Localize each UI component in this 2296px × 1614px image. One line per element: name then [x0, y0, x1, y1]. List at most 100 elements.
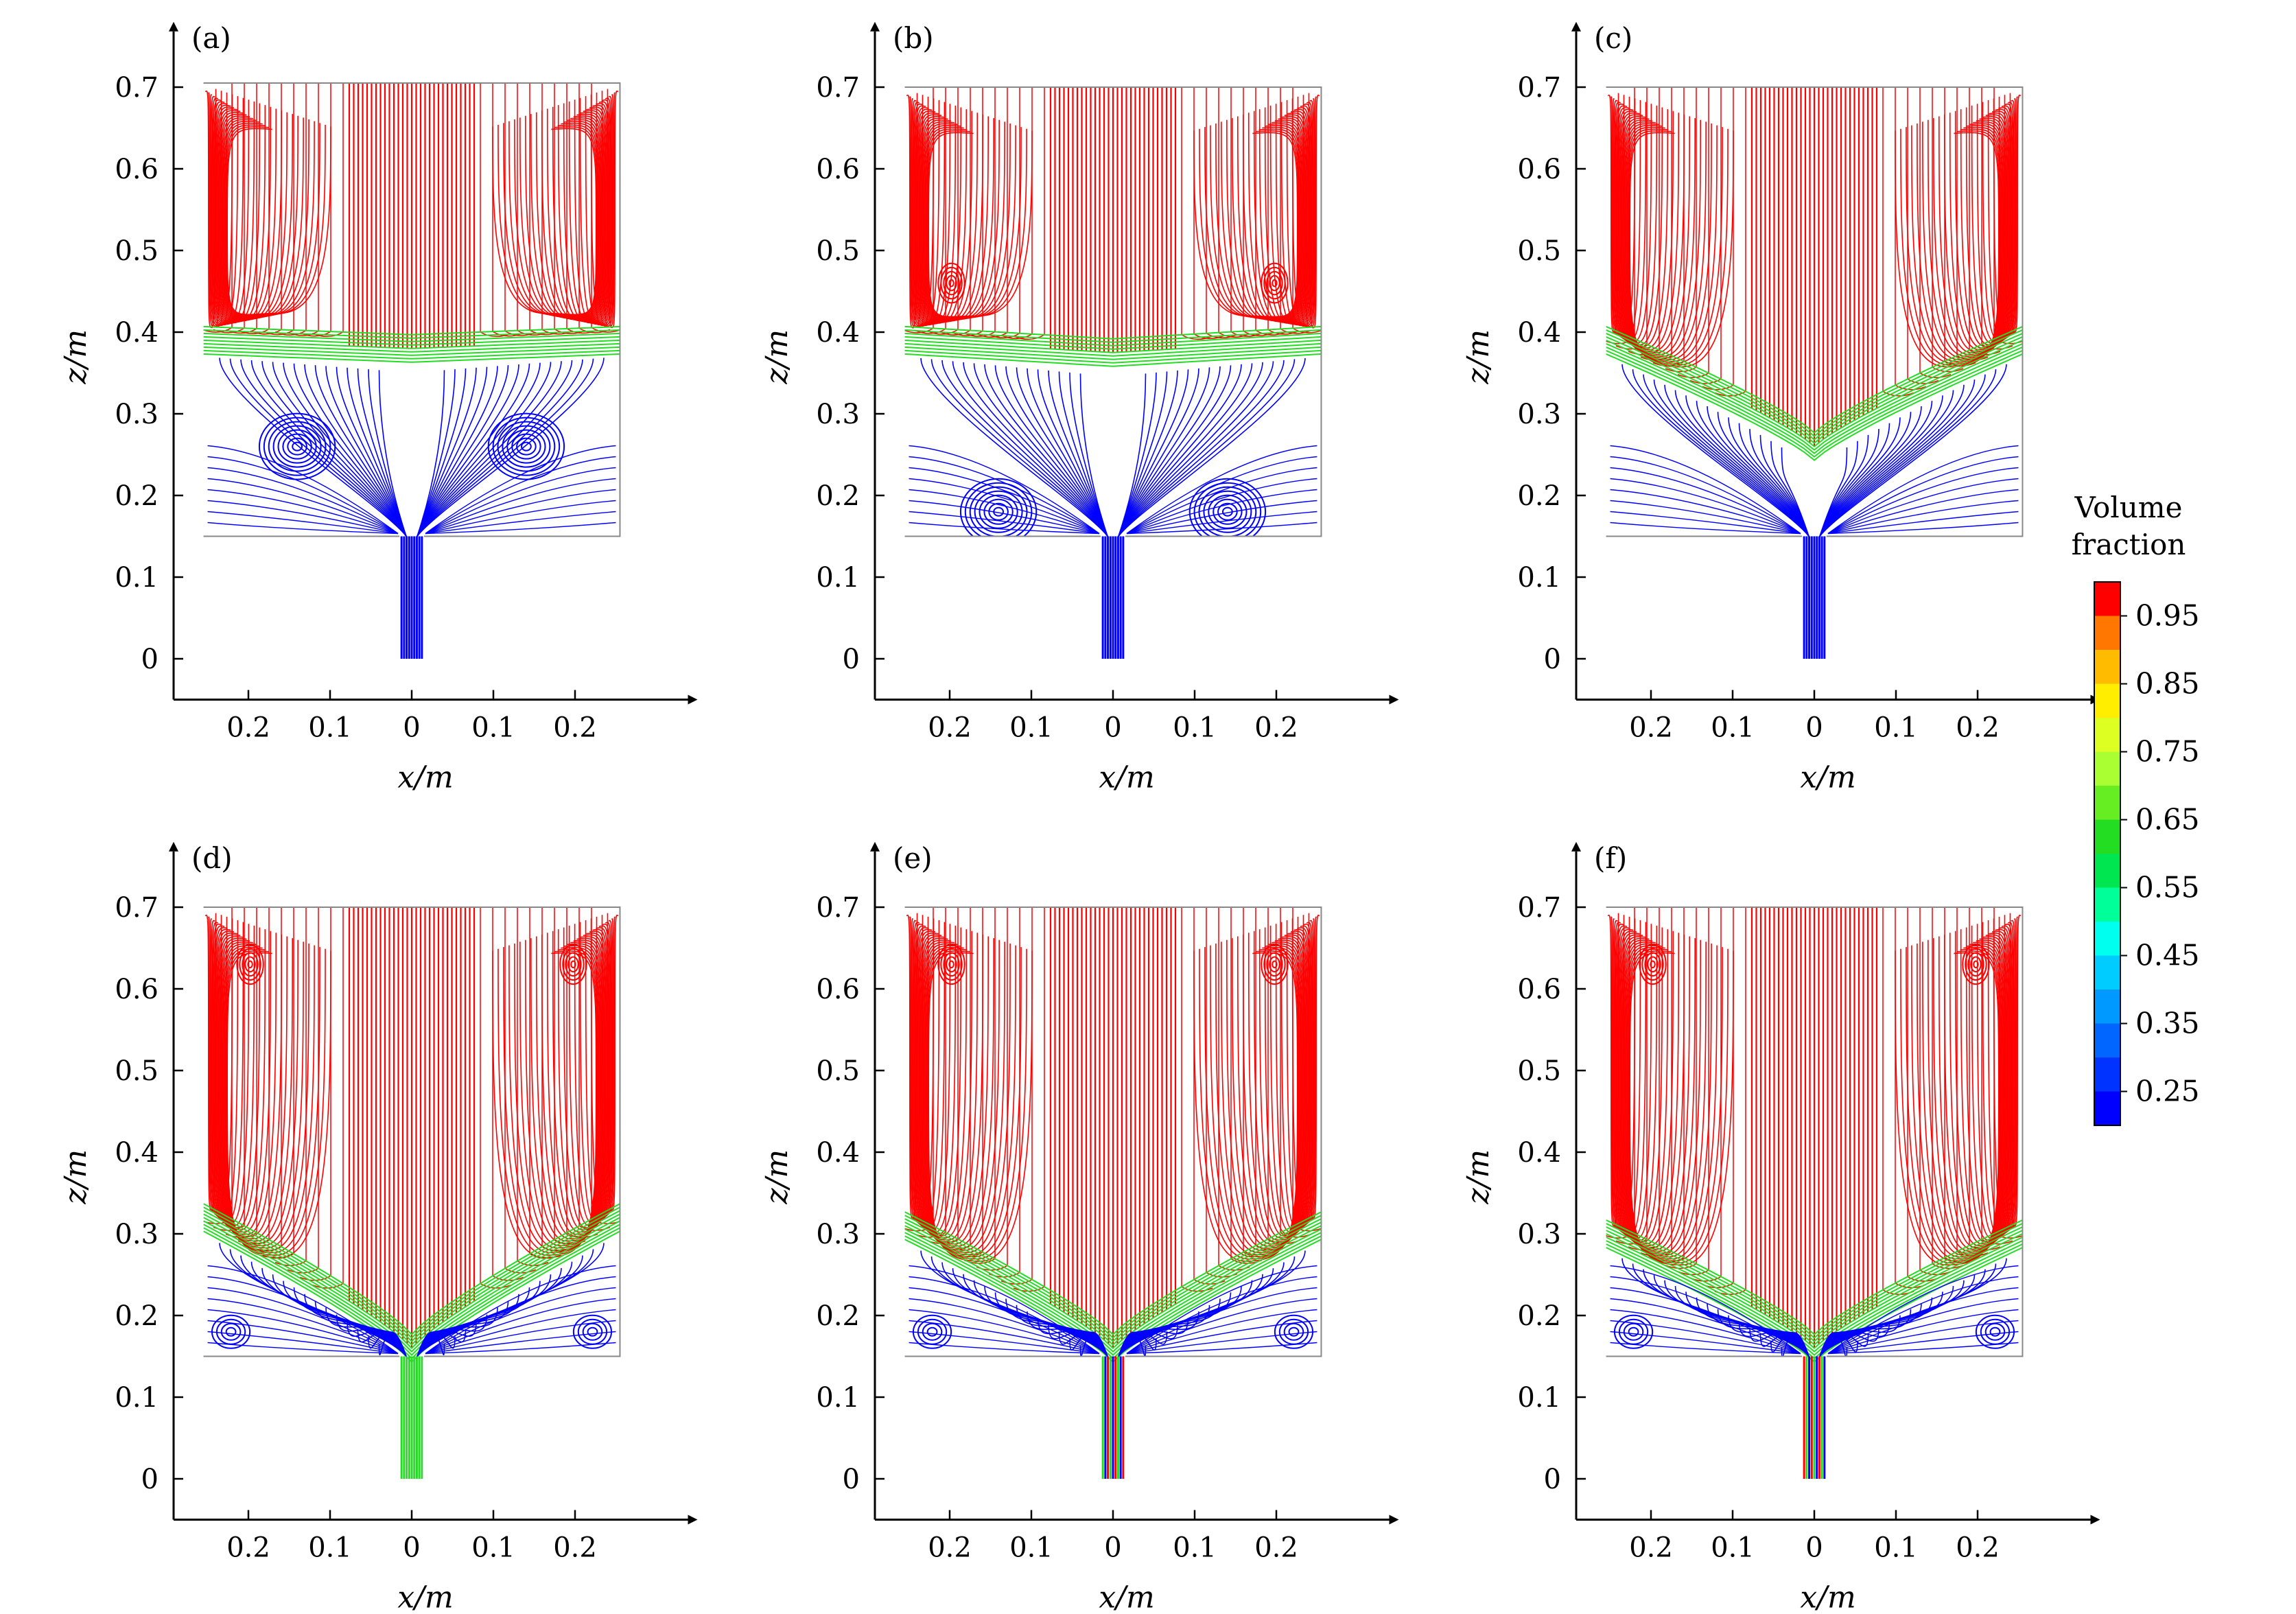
streamline-blue	[1696, 401, 1809, 537]
vortex-red	[1641, 948, 1664, 981]
streamline-interface	[904, 1218, 1322, 1342]
streamline-blue	[304, 364, 407, 537]
vortex-blue	[1283, 1322, 1304, 1341]
vortex-blue	[258, 412, 336, 480]
streamline-blue	[1819, 406, 1922, 537]
colorbar-tick-label: 0.35	[2135, 1007, 2200, 1040]
streamline-interface	[203, 325, 620, 336]
streamline-red-loop	[1193, 130, 1298, 318]
y-tick-label: 0	[843, 644, 860, 675]
vessel-outline	[1606, 86, 2024, 537]
streamline-red-loop	[1204, 127, 1300, 318]
vortex-red	[943, 952, 960, 977]
streamline-interface	[904, 346, 1322, 360]
y-tick-label: 0.2	[816, 480, 860, 512]
y-tick-label: 0.4	[115, 1137, 159, 1169]
streamline-red-loop	[925, 125, 1016, 319]
streamline-red-loop	[2009, 93, 2022, 334]
vessel-outline	[904, 86, 1322, 537]
colorbar-segment	[2094, 955, 2120, 990]
vessel-outline	[1606, 907, 2024, 1357]
streamline-red-loop	[535, 112, 604, 320]
x-tick-label: 0.2	[553, 1532, 597, 1564]
colorbar-title-line1: Volume	[2074, 491, 2183, 524]
chart-panel-5: 0 0.1 0.2 0.3 0.4 0.5 0.6 0.7 0.2 0.1 0 0.1 0.2 x/m z/…	[760, 841, 1399, 1614]
streamline-blue-floor	[1610, 1320, 1801, 1355]
streamline-blue-floor	[1610, 522, 1801, 535]
streamline-blue	[417, 1331, 445, 1357]
streamline-red-inner	[480, 83, 512, 338]
streamline-interface	[203, 346, 620, 356]
streamline-interface	[203, 1213, 620, 1346]
y-tick-label: 0.3	[115, 1219, 159, 1250]
vortex-red	[1970, 956, 1982, 973]
vortex-red	[946, 274, 957, 292]
vortex-blue	[922, 1322, 943, 1341]
streamline-blue	[357, 1329, 407, 1357]
streamline-blue	[1819, 434, 1869, 537]
streamline-red-loop	[492, 126, 597, 316]
streamline-red-inner	[1702, 907, 1734, 1289]
y-axis-label: z/m	[760, 329, 795, 385]
colorbar-segment	[2094, 922, 2120, 956]
vortex-red	[1647, 956, 1659, 973]
colorbar-segment	[2094, 887, 2120, 922]
streamline-blue	[963, 362, 1108, 537]
streamline-blue-floor	[1126, 500, 1317, 535]
x-tick-label: 0.2	[1956, 712, 2000, 744]
streamline-red-loop	[926, 127, 1022, 318]
streamline-blue-floor	[207, 489, 399, 535]
streamline-blue	[1118, 358, 1306, 537]
streamline-red-loop	[221, 115, 298, 319]
streamline-red-inner	[480, 907, 512, 1289]
streamline-blue	[347, 1321, 407, 1357]
streamline-blue-floor	[425, 1331, 616, 1355]
streamline-interface	[203, 329, 620, 339]
vortex-blue	[272, 425, 322, 468]
colorbar-tick-label: 0.85	[2135, 667, 2200, 701]
streamline-blue	[1759, 434, 1809, 537]
vortex-red	[1269, 956, 1280, 973]
streamline-blue-floor	[425, 478, 616, 535]
streamline-interface	[203, 1210, 620, 1343]
vortex-red	[943, 270, 960, 296]
vortex-blue	[263, 417, 331, 476]
x-tick-label: 0.1	[1009, 1532, 1053, 1564]
streamline-blue-floor	[425, 1287, 616, 1355]
vortex-red	[244, 956, 256, 973]
x-tick-label: 0.1	[308, 712, 352, 744]
streamline-red-inner	[1882, 907, 1914, 1295]
vortex-blue	[506, 429, 546, 464]
x-tick-label: 0	[1104, 1532, 1121, 1564]
streamline-red-inner	[1230, 907, 1263, 1264]
streamline-blue-floor	[207, 1276, 399, 1355]
streamline-interface	[904, 353, 1322, 367]
x-tick-label: 0.1	[1711, 712, 1755, 744]
streamline-interface	[904, 332, 1322, 347]
colorbar-tick-label: 0.55	[2135, 871, 2200, 904]
colorbar-tick-label: 0.65	[2135, 803, 2200, 837]
streamline-blue	[417, 362, 552, 537]
vortex-red	[1263, 266, 1286, 300]
vortex-blue	[1613, 1314, 1654, 1349]
streamline-blue	[941, 360, 1108, 537]
y-tick-label: 0.7	[1517, 72, 1561, 104]
streamline-blue	[1819, 374, 1986, 537]
vortex-red	[567, 956, 579, 973]
streamline-blue-floor	[1610, 478, 1801, 535]
streamline-blue-floor	[425, 500, 616, 535]
streamline-red-inner	[312, 907, 344, 1289]
streamline-interface	[203, 1206, 620, 1340]
streamline-blue-floor	[1610, 1309, 1801, 1355]
streamline-red-loop	[215, 103, 261, 323]
vortex-red	[1272, 960, 1278, 969]
streamline-blue-floor	[207, 1331, 399, 1355]
streamline-interface	[203, 1217, 620, 1350]
streamline-blue	[1819, 1303, 1922, 1357]
streamline-blue-floor	[1827, 456, 2019, 535]
streamline-red-loop	[1982, 922, 2014, 1236]
streamline-blue-floor	[909, 1276, 1100, 1355]
streamline-blue-floor	[909, 511, 1100, 535]
streamline-blue	[417, 1307, 498, 1357]
